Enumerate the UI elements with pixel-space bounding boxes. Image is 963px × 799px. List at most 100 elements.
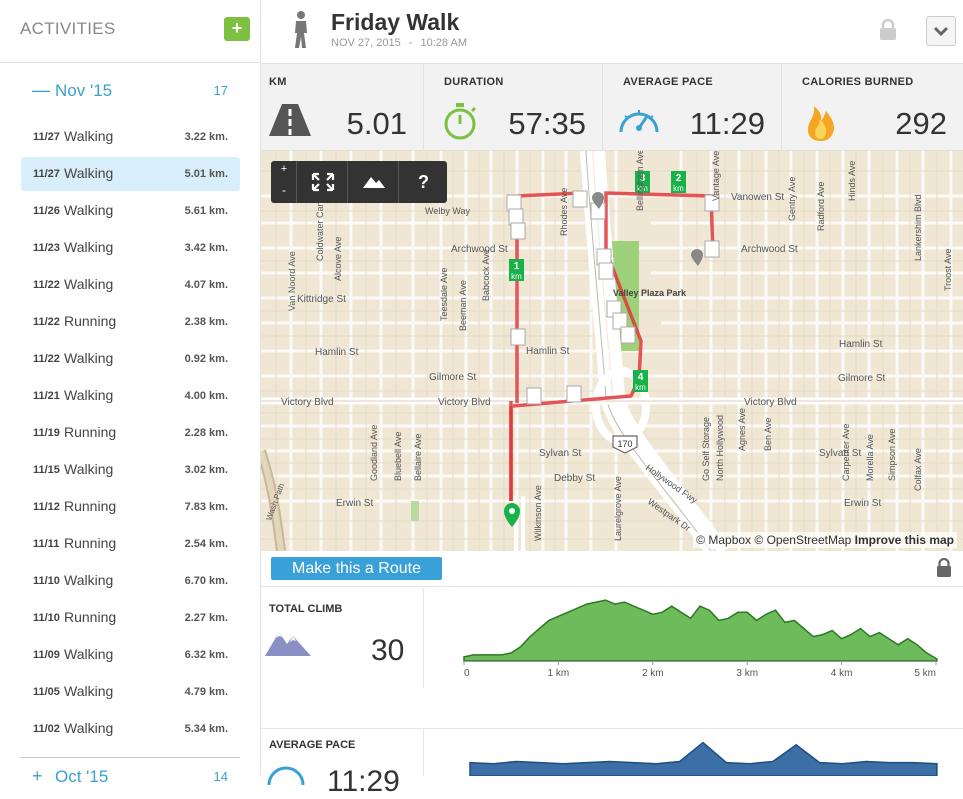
chart-data-point <box>652 613 654 615</box>
chart-data-point <box>727 617 729 619</box>
lock-icon[interactable] <box>878 19 898 41</box>
chart-data-point <box>557 615 559 617</box>
activity-list-item[interactable]: 11/02 Walking 5.34 km. <box>21 712 240 746</box>
svg-text:Kittridge St: Kittridge St <box>297 294 346 305</box>
chart-data-point <box>642 609 644 611</box>
svg-text:Goodland Ave: Goodland Ave <box>369 425 379 481</box>
chart-data-point <box>926 652 928 654</box>
chart-data-point <box>708 609 710 611</box>
chart-data-point <box>869 636 871 638</box>
chart-data-point <box>595 601 597 603</box>
activity-list-item[interactable]: 11/19 Running 2.28 km. <box>21 416 240 450</box>
svg-text:Gilmore St: Gilmore St <box>838 373 885 384</box>
improve-map-link[interactable]: Improve this map <box>854 533 954 547</box>
chart-data-point <box>916 644 918 646</box>
activity-date: 11/27 <box>33 168 60 180</box>
chart-tick-label: 4 km <box>831 668 853 679</box>
activity-type: Walking <box>64 387 114 403</box>
svg-text:Hinds Ave: Hinds Ave <box>847 161 857 201</box>
osm-link[interactable]: © OpenStreetMap <box>754 533 852 547</box>
chart-data-point <box>888 638 890 640</box>
svg-text:Agnes Ave: Agnes Ave <box>737 408 747 451</box>
activity-list-item[interactable]: 11/15 Walking 3.02 km. <box>21 453 240 487</box>
chart-tick-label: 3 km <box>736 668 758 679</box>
chart-data-point <box>699 605 701 607</box>
activity-list-item[interactable]: 11/05 Walking 4.79 km. <box>21 675 240 709</box>
climb-chart[interactable]: 0 1 km 2 km 3 km 4 km 5 km <box>456 588 961 688</box>
chart-area-series <box>469 741 938 776</box>
activity-list-item[interactable]: 11/21 Walking 4.00 km. <box>21 379 240 413</box>
chart-data-point <box>585 762 588 764</box>
km-unit: km <box>637 184 648 193</box>
fullscreen-button[interactable] <box>298 161 348 203</box>
activity-distance: 4.07 km. <box>184 279 228 291</box>
activity-date: 11/26 <box>33 205 60 217</box>
waypoint-pins[interactable] <box>592 192 703 266</box>
pace-chart[interactable] <box>456 729 961 776</box>
chart-data-point <box>718 619 720 621</box>
svg-text:Bluebell Ave: Bluebell Ave <box>393 432 403 481</box>
zoom-in-button[interactable]: + <box>280 163 288 175</box>
activity-type: Running <box>64 498 117 514</box>
activity-list-item[interactable]: 11/09 Walking 6.32 km. <box>21 638 240 672</box>
activity-date: 11/10 <box>33 612 60 624</box>
map-help-button[interactable]: ? <box>418 172 429 192</box>
terrain-button[interactable] <box>349 161 399 203</box>
month-group-oct[interactable]: + Oct '15 14 <box>20 762 240 792</box>
month-group-nov[interactable]: — Nov '15 17 <box>20 76 240 106</box>
options-dropdown-button[interactable] <box>926 16 956 46</box>
make-route-button[interactable]: Make this a Route <box>271 557 442 580</box>
photo-markers[interactable] <box>506 190 720 405</box>
chart-data-point <box>690 617 692 619</box>
chart-data-point <box>865 760 867 763</box>
chart-data-point <box>562 763 564 765</box>
chart-data-point <box>671 605 673 607</box>
chart-data-point <box>623 601 626 603</box>
activity-date: 11/11 <box>33 538 60 550</box>
chart-data-point <box>702 742 704 744</box>
activity-date: 11/23 <box>33 242 60 254</box>
activity-list-item[interactable]: 11/12 Running 7.83 km. <box>21 490 240 524</box>
activity-date: 11/09 <box>33 649 60 661</box>
chart-data-point <box>725 762 727 764</box>
activity-type: Running <box>64 424 117 440</box>
activity-list-item[interactable]: 11/27 Walking 3.22 km. <box>21 120 240 154</box>
activity-distance: 2.38 km. <box>184 316 228 328</box>
activity-type: Walking <box>64 165 114 181</box>
activity-list-item[interactable]: 11/23 Walking 3.42 km. <box>21 231 240 265</box>
activity-list-item[interactable]: 11/22 Walking 4.07 km. <box>21 268 240 302</box>
chart-area-series <box>463 599 938 662</box>
activity-distance: 4.00 km. <box>184 390 228 402</box>
divider <box>423 729 424 776</box>
freeway-shield-icon: 170 <box>612 435 638 454</box>
start-pin-icon[interactable] <box>504 503 520 527</box>
route-map[interactable]: 1 km 2 km 3 km 4 km 17 <box>261 151 963 551</box>
zoom-control: + - <box>271 161 297 203</box>
chart-data-point <box>520 646 522 648</box>
chart-data-point <box>765 613 767 615</box>
activity-list-item[interactable]: 11/22 Walking 0.92 km. <box>21 342 240 376</box>
activity-date: NOV 27, 2015 <box>331 37 401 49</box>
lock-icon[interactable] <box>935 558 953 578</box>
svg-text:Vanowen St: Vanowen St <box>731 192 784 203</box>
activity-list-item[interactable]: 11/11 Running 2.54 km. <box>21 527 240 561</box>
chart-data-point <box>632 762 634 764</box>
chart-data-point <box>491 654 493 656</box>
chart-data-point <box>469 762 471 764</box>
svg-text:Archwood St: Archwood St <box>741 244 798 255</box>
mapbox-link[interactable]: © Mapbox <box>696 533 752 547</box>
chart-data-point <box>548 619 550 621</box>
map-canvas[interactable]: 1 km 2 km 3 km 4 km 17 <box>261 151 963 551</box>
activity-list-item[interactable]: 11/10 Walking 6.70 km. <box>21 564 240 598</box>
activity-type: Running <box>64 609 117 625</box>
activity-list-item[interactable]: 11/26 Walking 5.61 km. <box>21 194 240 228</box>
km-marker-2: 2 <box>676 173 682 184</box>
add-activity-button[interactable]: + <box>224 17 250 41</box>
zoom-out-button[interactable]: - <box>282 183 286 197</box>
activity-list-item[interactable]: 11/27 Walking 5.01 km. <box>21 157 240 191</box>
activity-type: Walking <box>64 350 114 366</box>
activity-list-item[interactable]: 11/22 Running 2.38 km. <box>21 305 240 339</box>
chart-data-point <box>936 763 938 765</box>
svg-text:Vantage Ave: Vantage Ave <box>711 151 721 201</box>
activity-list-item[interactable]: 11/10 Running 2.27 km. <box>21 601 240 635</box>
